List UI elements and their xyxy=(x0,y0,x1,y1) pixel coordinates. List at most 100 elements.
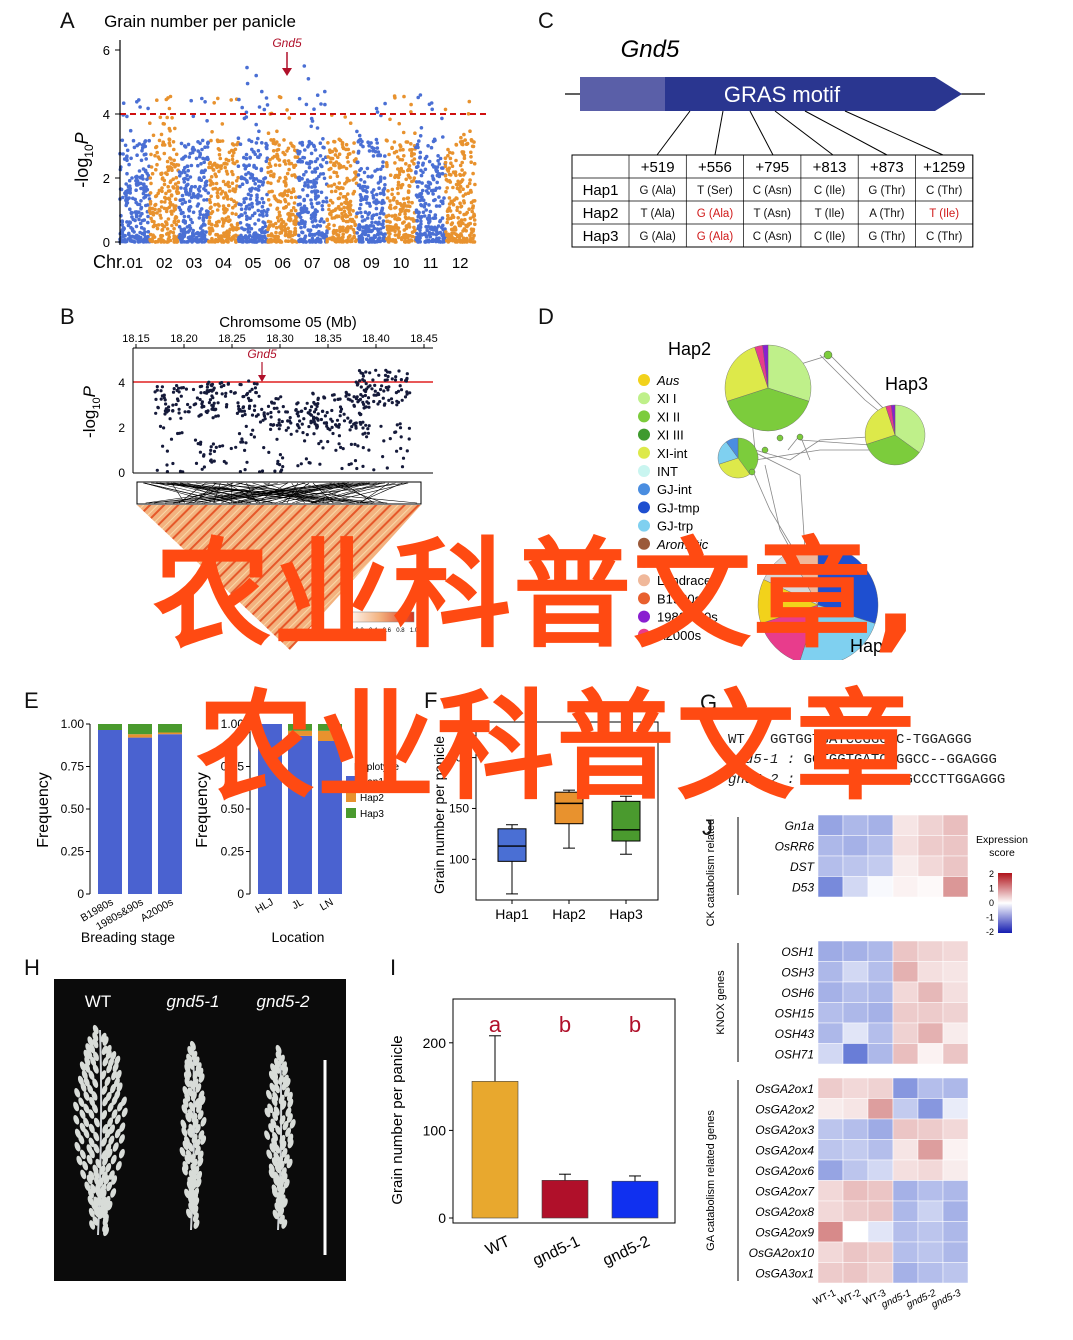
manhattan-point xyxy=(336,155,340,159)
regional-point xyxy=(371,378,375,382)
manhattan-point xyxy=(160,177,165,181)
grain xyxy=(271,1096,278,1107)
regional-point xyxy=(212,386,216,390)
grain xyxy=(95,1158,102,1169)
manhattan-point xyxy=(224,157,229,162)
regional-point xyxy=(194,402,198,406)
manhattan-point xyxy=(401,206,405,211)
regional-point xyxy=(200,402,204,406)
regional-point xyxy=(394,375,398,379)
manhattan-point xyxy=(243,166,248,171)
regional-point xyxy=(214,445,218,449)
legend-label: A2000s xyxy=(657,628,702,643)
manhattan-point xyxy=(242,163,246,167)
manhattan-point xyxy=(277,143,281,147)
manhattan-point xyxy=(415,218,420,223)
manhattan-point xyxy=(458,210,462,215)
regional-point xyxy=(358,420,362,425)
regional-point xyxy=(208,452,212,456)
manhattan-point xyxy=(404,216,409,221)
regional-point xyxy=(317,442,321,446)
manhattan-point xyxy=(164,97,169,102)
freq-bar-segment xyxy=(158,732,182,735)
manhattan-point xyxy=(421,210,426,215)
manhattan-point xyxy=(277,213,282,217)
manhattan-point xyxy=(203,100,207,104)
manhattan-point xyxy=(337,162,341,166)
snp-cell: C (Thr) xyxy=(926,185,963,197)
regional-point xyxy=(380,384,384,388)
manhattan-point xyxy=(239,207,244,211)
grain xyxy=(81,1070,88,1080)
manhattan-point xyxy=(171,177,175,181)
manhattan-point xyxy=(119,187,124,192)
gene-label: D53 xyxy=(792,881,814,895)
snp-cell: T (Asn) xyxy=(754,208,792,220)
gras-motif-box xyxy=(665,77,962,111)
manhattan-point xyxy=(266,180,270,185)
regional-point xyxy=(165,409,169,414)
manhattan-point xyxy=(400,182,405,187)
manhattan-point xyxy=(445,220,450,225)
regional-point xyxy=(247,379,251,383)
manhattan-point xyxy=(468,239,473,244)
manhattan-point xyxy=(121,152,125,156)
regional-point xyxy=(254,391,258,395)
manhattan-point xyxy=(370,216,374,221)
manhattan-point xyxy=(415,142,420,147)
manhattan-point xyxy=(130,176,134,180)
manhattan-point xyxy=(293,217,298,222)
regional-point xyxy=(398,384,402,388)
pie-slice xyxy=(864,406,896,445)
manhattan-point xyxy=(168,230,173,234)
grain xyxy=(101,1085,108,1095)
manhattan-point xyxy=(217,148,222,152)
manhattan-point xyxy=(157,237,161,242)
grain xyxy=(88,1123,95,1134)
manhattan-point xyxy=(471,236,475,241)
boxplot-ylabel: Grain number per panicle xyxy=(431,736,447,894)
manhattan-point xyxy=(172,158,176,163)
regional-point xyxy=(262,414,267,418)
manhattan-point xyxy=(242,200,246,205)
heatmap-cell xyxy=(867,1118,894,1140)
manhattan-point xyxy=(397,169,402,174)
manhattan-point xyxy=(301,155,305,160)
manhattan-point xyxy=(383,154,387,158)
heatmap-cell xyxy=(817,1043,844,1065)
manhattan-point xyxy=(155,98,159,102)
regional-point xyxy=(316,397,320,402)
manhattan-point xyxy=(369,141,373,145)
manhattan-point xyxy=(282,138,286,142)
manhattan-point xyxy=(400,158,405,162)
ld-snp-lines xyxy=(143,482,418,504)
manhattan-point xyxy=(141,191,146,196)
manhattan-point xyxy=(322,176,327,181)
regional-point xyxy=(270,400,274,404)
manhattan-point xyxy=(431,228,436,232)
manhattan-point xyxy=(446,169,451,173)
regional-point xyxy=(260,407,264,411)
regional-point xyxy=(348,428,352,432)
heatmap-cell xyxy=(842,1221,869,1243)
manhattan-point xyxy=(245,240,249,244)
manhattan-point xyxy=(338,229,342,234)
manhattan-point xyxy=(198,151,202,156)
manhattan-point xyxy=(142,188,146,193)
regional-point xyxy=(403,395,408,399)
regional-point xyxy=(210,389,214,393)
manhattan-point xyxy=(348,164,353,168)
manhattan-point xyxy=(385,237,389,241)
manhattan-point xyxy=(249,238,253,242)
regional-point xyxy=(272,423,276,427)
manhattan-point xyxy=(251,178,256,183)
manhattan-point xyxy=(327,167,332,172)
regional-point xyxy=(275,437,279,441)
manhattan-point xyxy=(146,214,150,219)
grain xyxy=(119,1122,126,1132)
manhattan-point xyxy=(313,170,318,174)
manhattan-point xyxy=(199,170,204,175)
manhattan-point xyxy=(137,169,142,173)
heatmap-cell xyxy=(842,1118,869,1140)
